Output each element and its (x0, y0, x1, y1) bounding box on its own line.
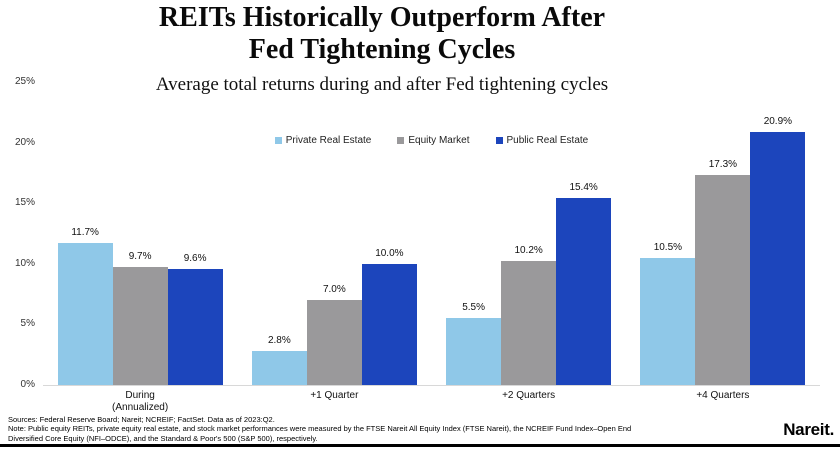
bar-value-label: 2.8% (267, 335, 291, 347)
chart-subtitle: Average total returns during and after F… (155, 74, 609, 95)
category-label: +2 Quarters (502, 390, 556, 401)
bar-column: 9.7% (112, 83, 168, 385)
bar-group: 5.5% 10.2% 15.4% (446, 83, 612, 385)
legend-swatch-icon (274, 137, 282, 144)
y-axis-tick-label: 20% (14, 136, 35, 148)
bar-column: 20.9% (750, 83, 806, 385)
legend-swatch-icon (495, 137, 503, 144)
bar-value-label: 9.7% (128, 251, 152, 263)
bar-column: 7.0% (306, 83, 362, 385)
legend-item: Private Real Estate (274, 135, 372, 146)
bar-group: 10.5% 17.3% 20.9% (640, 83, 806, 385)
legend-label: Equity Market (408, 135, 470, 146)
legend-label: Public Real Estate (506, 135, 589, 146)
y-axis-tick-label: 0% (20, 379, 35, 390)
bar-column: 11.7% (57, 83, 113, 385)
bar (695, 175, 751, 385)
bar (446, 318, 502, 385)
bar-value-label: 20.9% (763, 115, 793, 127)
bar (361, 263, 417, 385)
bottom-rule (0, 444, 840, 447)
nareit-logo: Nareit. (783, 420, 834, 439)
note-line-2: Diversified Core Equity (NFI–ODCE), and … (8, 433, 318, 443)
bar (501, 261, 557, 385)
bar-value-label: 10.5% (653, 241, 683, 253)
y-axis-tick-label: 10% (14, 257, 35, 269)
chart-header: REITs Historically Outperform After Fed … (0, 2, 764, 96)
legend-item: Public Real Estate (495, 135, 589, 146)
bar-column: 10.2% (501, 83, 557, 385)
bar (306, 300, 362, 385)
bar (750, 131, 806, 385)
bar-value-label: 11.7% (71, 227, 99, 239)
bar-value-label: 10.2% (514, 245, 543, 257)
bar-value-label: 10.0% (375, 247, 404, 259)
bar-column: 9.6% (167, 83, 223, 385)
bar (251, 351, 307, 385)
footer-notes: Sources: Federal Reserve Board; Nareit; … (8, 415, 798, 443)
category-label: During (Annualized) (112, 390, 169, 413)
legend-label: Private Real Estate (285, 135, 372, 146)
bar-group: 11.7% 9.7% 9.6% (57, 83, 223, 385)
bar-group: 2.8% 7.0% 10.0% (251, 83, 417, 385)
bar (57, 243, 113, 385)
note-line-1: Note: Public equity REITs, private equit… (8, 424, 632, 434)
category-label: +1 Quarter (310, 390, 359, 401)
bar-column: 10.0% (361, 83, 417, 385)
category-label: +4 Quarters (696, 390, 750, 401)
bar-column: 10.5% (640, 83, 696, 385)
bar (112, 267, 168, 385)
bar (640, 257, 696, 385)
bar-value-label: 9.6% (183, 252, 207, 264)
bar-column: 15.4% (556, 83, 612, 385)
source-line: Sources: Federal Reserve Board; Nareit; … (8, 415, 275, 424)
bar-column: 2.8% (251, 83, 307, 385)
bar-value-label: 5.5% (462, 302, 486, 314)
legend-item: Equity Market (397, 135, 470, 146)
bar-column: 17.3% (695, 83, 751, 385)
y-axis-tick-label: 5% (20, 318, 35, 330)
y-axis-tick-label: 15% (14, 197, 35, 209)
y-axis-tick-label: 25% (14, 76, 35, 87)
chart-legend: Private Real Estate Equity Market Public R… (43, 135, 820, 146)
bar-value-label: 15.4% (569, 182, 598, 194)
bar-value-label: 7.0% (322, 284, 346, 296)
bar (167, 268, 223, 385)
bar-column: 5.5% (446, 83, 502, 385)
bar-value-label: 17.3% (708, 159, 738, 171)
bar (556, 198, 612, 385)
y-axis: 0% 5% 10% 15% 20% 25% (8, 77, 35, 390)
chart-title: REITs Historically Outperform After Fed … (158, 2, 606, 65)
legend-swatch-icon (397, 137, 405, 144)
plot-area: 11.7% 9.7% 9.6% During (Annualized) 2.8% 7.0%… (43, 83, 820, 413)
